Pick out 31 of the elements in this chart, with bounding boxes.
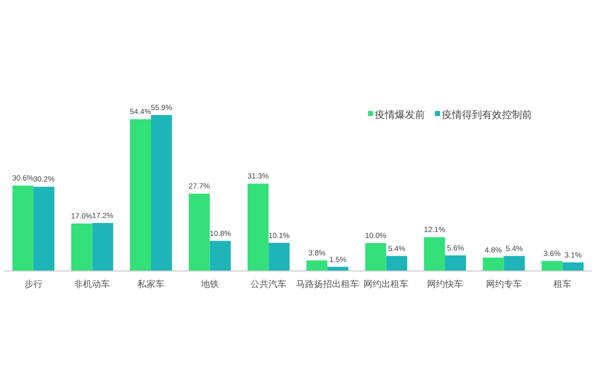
bar <box>268 242 290 271</box>
bar <box>151 115 172 271</box>
bar <box>210 240 231 271</box>
bar <box>424 237 445 271</box>
x-tick-label: 地铁 <box>200 279 219 290</box>
bar <box>130 119 151 271</box>
bar <box>445 255 466 271</box>
bar <box>482 258 504 271</box>
x-tick-label: 租车 <box>554 279 572 290</box>
bar <box>33 186 54 271</box>
bar <box>504 256 525 271</box>
bar <box>386 256 408 271</box>
x-tick-label: 马路扬招出租车 <box>296 279 359 290</box>
bar <box>562 262 584 271</box>
legend-label: 疫情爆发前 <box>375 109 425 121</box>
bar <box>71 224 92 271</box>
bar <box>306 260 328 271</box>
x-tick-label: 非机动车 <box>74 279 110 290</box>
x-tick-label: 步行 <box>24 279 42 290</box>
bar <box>365 243 386 271</box>
bar <box>248 184 269 271</box>
bar <box>12 186 34 271</box>
x-tick-label: 网约专车 <box>486 279 522 290</box>
bar <box>92 223 114 271</box>
legend-label: 疫情得到有效控制前 <box>442 109 532 121</box>
bar <box>542 260 563 271</box>
bar <box>188 194 210 271</box>
x-tick-label: 网约出租车 <box>364 279 409 290</box>
x-tick-label: 网约快车 <box>427 279 463 290</box>
x-tick-label: 私家车 <box>138 279 164 290</box>
x-tick-label: 公共汽车 <box>250 279 287 290</box>
